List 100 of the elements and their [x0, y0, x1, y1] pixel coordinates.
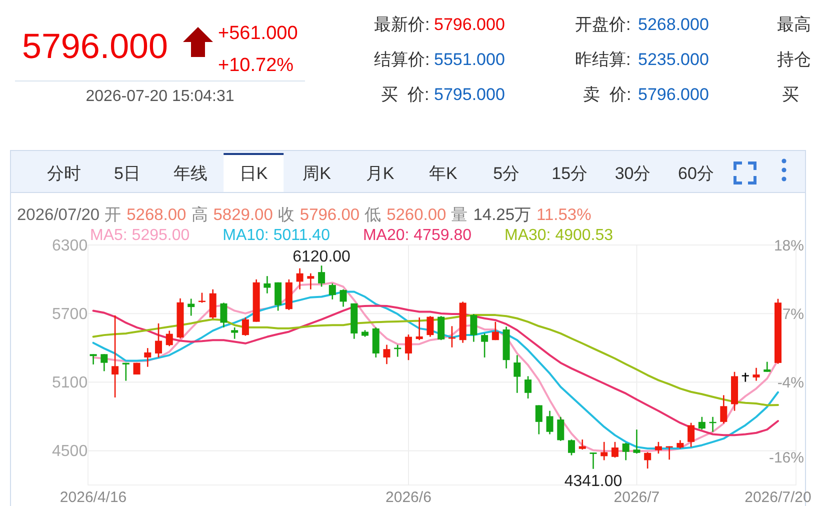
text: 5268.000 — [638, 15, 709, 34]
text: 15分 — [552, 164, 588, 183]
candlestick — [100, 353, 108, 372]
text: 买 价: — [381, 85, 430, 104]
text: 5795.000 — [434, 85, 505, 104]
candlestick — [307, 272, 314, 290]
text: 5796.000 — [22, 27, 168, 66]
candlestick — [274, 282, 282, 312]
text: 5268.00 — [126, 206, 186, 224]
text: MA30: 4900.53 — [504, 227, 614, 244]
text: 日K — [239, 164, 268, 183]
text: 周K — [302, 164, 332, 183]
annotation: 4341.00 — [564, 472, 622, 490]
text: 量 — [451, 206, 468, 224]
candlestick — [328, 282, 336, 300]
candlestick — [568, 438, 576, 456]
candlestick — [438, 315, 445, 341]
text: 2026/07/20 — [17, 206, 100, 224]
text: 5796.00 — [300, 206, 360, 224]
candlestick — [90, 353, 97, 366]
text: 卖 价: — [583, 85, 632, 104]
text: 5551.000 — [434, 50, 505, 69]
candlestick — [492, 321, 499, 341]
candlestick — [470, 313, 478, 342]
candlestick — [394, 344, 402, 358]
text: 买 — [782, 85, 799, 104]
text: 月K — [366, 164, 395, 183]
candlestick — [166, 330, 173, 347]
text: 14.25万 — [473, 206, 532, 224]
text: +561.000 — [218, 23, 298, 44]
candlestick — [144, 347, 152, 368]
text: 60分 — [678, 164, 714, 183]
text: 5分 — [493, 164, 520, 183]
text: 低 — [364, 206, 382, 224]
y2-tick-label: 7% — [782, 306, 804, 324]
candlestick — [752, 367, 760, 382]
x-tick-label: 2026/4/16 — [60, 489, 127, 506]
candlestick — [242, 316, 249, 336]
text: 30分 — [614, 164, 651, 183]
text: 5260.00 — [386, 206, 446, 224]
text: 11.53% — [536, 206, 592, 224]
candlestick — [340, 288, 347, 308]
candlestick — [220, 302, 228, 328]
candlestick — [633, 428, 640, 454]
candlestick — [318, 264, 326, 288]
x-tick-label: 2026/7/20 — [744, 489, 812, 506]
candlestick — [383, 344, 390, 365]
y-tick-label: 5100 — [52, 374, 88, 392]
candlestick — [122, 362, 130, 382]
text: 分时 — [47, 164, 81, 183]
text: MA20: 4759.80 — [362, 227, 472, 244]
text: 5796.000 — [434, 15, 505, 34]
text: 5日 — [114, 164, 140, 183]
annotation: 6120.00 — [292, 248, 351, 266]
candlestick — [600, 441, 608, 461]
candlestick — [720, 394, 728, 424]
candlestick — [764, 361, 771, 373]
candlestick — [590, 452, 597, 470]
candlestick — [578, 438, 586, 450]
candlestick — [524, 376, 532, 400]
y-tick-label: 5700 — [52, 306, 88, 324]
text: MA10: 5011.40 — [222, 227, 330, 244]
text: 最高 — [777, 15, 811, 34]
text: 持仓 — [777, 50, 811, 69]
candlestick — [611, 441, 618, 458]
text: 5829.00 — [213, 206, 273, 224]
text: 5796.000 — [638, 85, 709, 104]
y2-tick-label: -16% — [768, 449, 804, 466]
candlestick — [514, 354, 521, 394]
text: 昨结算: — [575, 50, 631, 69]
candlestick — [698, 416, 706, 430]
text: 结算价: — [374, 50, 430, 69]
candlestick — [296, 268, 304, 290]
candlestick — [644, 452, 652, 470]
candlestick — [622, 442, 630, 461]
x-tick-label: 2026/6 — [386, 489, 432, 506]
candlestick — [481, 332, 488, 358]
candlestick — [546, 410, 554, 435]
text: 高 — [191, 205, 208, 224]
text: MA5: 5295.00 — [90, 227, 190, 244]
y-tick-label: 6300 — [52, 238, 88, 254]
candlestick — [742, 372, 749, 382]
candlestick — [188, 298, 195, 316]
candlestick — [535, 404, 542, 435]
text: 收 — [278, 206, 295, 224]
candlestick — [688, 422, 695, 448]
candlestick — [404, 334, 412, 361]
candlestick — [426, 315, 434, 338]
y2-tick-label: -4% — [777, 374, 804, 392]
text: 开盘价: — [575, 15, 631, 34]
candlestick — [231, 326, 238, 340]
text: +10.72% — [218, 55, 294, 76]
candlestick — [155, 322, 162, 358]
candlestick — [416, 316, 423, 341]
text: 5235.000 — [638, 50, 709, 69]
text: 最新价: — [374, 15, 430, 34]
text: 开 — [104, 206, 122, 224]
candlestick — [557, 416, 564, 442]
text: 年K — [429, 164, 458, 183]
y-tick-label: 4500 — [52, 443, 88, 460]
